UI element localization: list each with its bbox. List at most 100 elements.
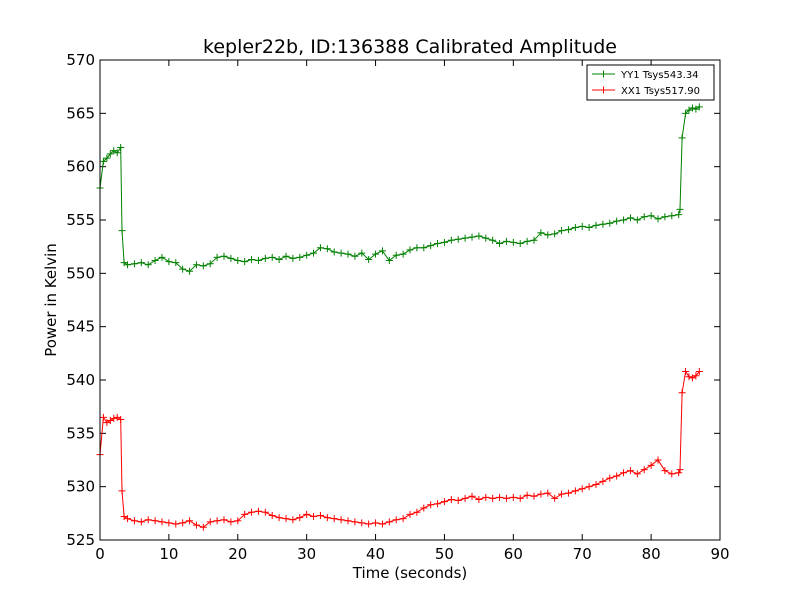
data-point: [640, 466, 648, 474]
data-point: [227, 518, 235, 526]
data-point: [661, 467, 669, 475]
data-point: [275, 514, 283, 522]
data-point: [227, 254, 235, 262]
data-point: [337, 516, 345, 524]
data-point: [613, 472, 621, 480]
data-point: [564, 489, 572, 497]
data-point: [620, 469, 628, 477]
legend-label-yy1: YY1 Tsys543.34: [620, 70, 699, 81]
data-point: [447, 495, 455, 503]
data-point: [592, 221, 600, 229]
data-point: [103, 154, 111, 162]
data-point: [323, 514, 331, 522]
data-point: [199, 523, 207, 531]
data-point: [544, 489, 552, 497]
data-point: [661, 213, 669, 221]
legend-marker-xx1: [600, 86, 607, 94]
data-point: [468, 233, 476, 241]
data-point: [151, 257, 159, 265]
data-point: [606, 219, 614, 227]
chart-title: kepler22b, ID:136388 Calibrated Amplitud…: [203, 36, 617, 58]
data-point: [585, 483, 593, 491]
data-point: [248, 255, 256, 263]
data-point: [558, 490, 566, 498]
data-point: [261, 254, 269, 262]
x-tick-label: 50: [435, 545, 454, 563]
data-point: [475, 232, 483, 240]
data-point: [99, 413, 107, 421]
data-point: [551, 494, 559, 502]
data-point: [482, 234, 490, 242]
data-point: [502, 237, 510, 245]
data-point: [316, 511, 324, 519]
y-tick-label: 530: [66, 478, 95, 496]
data-point: [516, 494, 524, 502]
data-point: [186, 267, 194, 275]
data-point: [372, 519, 380, 527]
data-point: [427, 501, 435, 509]
data-point: [692, 372, 700, 380]
data-point: [676, 205, 684, 213]
data-point: [165, 519, 173, 527]
data-point: [254, 507, 262, 515]
data-point: [117, 143, 125, 151]
data-point: [440, 238, 448, 246]
data-point: [234, 257, 242, 265]
data-point: [592, 481, 600, 489]
data-point: [144, 516, 152, 524]
data-point: [289, 254, 297, 262]
data-point: [323, 245, 331, 253]
data-point: [310, 249, 318, 257]
y-tick-label: 540: [66, 371, 95, 389]
data-point: [110, 414, 118, 422]
data-point: [303, 251, 311, 259]
data-point: [482, 493, 490, 501]
data-point: [130, 517, 138, 525]
y-tick-label: 560: [66, 158, 95, 176]
data-point: [351, 252, 359, 260]
data-point: [179, 519, 187, 527]
data-point: [454, 235, 462, 243]
x-axis-ticks: 0 10 20 30 40 50 60 70 80 90: [95, 60, 730, 563]
data-point: [461, 494, 469, 502]
data-point: [330, 515, 338, 523]
data-point: [682, 367, 690, 375]
y-tick-label: 555: [66, 211, 95, 229]
x-tick-label: 10: [159, 545, 178, 563]
data-point: [678, 389, 686, 397]
data-point: [192, 261, 200, 269]
data-point: [489, 494, 497, 502]
y-tick-label: 550: [66, 264, 95, 282]
data-point: [261, 508, 269, 516]
x-tick-label: 80: [642, 545, 661, 563]
series-1: [96, 367, 703, 531]
y-axis-label: Power in Kelvin: [42, 243, 60, 357]
data-point: [523, 237, 531, 245]
data-point: [654, 456, 662, 464]
data-point: [117, 415, 125, 423]
x-axis-label: Time (seconds): [352, 564, 468, 582]
data-point: [496, 493, 504, 501]
data-point: [310, 513, 318, 521]
data-point: [316, 244, 324, 252]
legend-label-xx1: XX1 Tsys517.90: [621, 86, 700, 97]
y-axis-ticks: 525 530 535 540 545 550 555 560 565 570: [66, 51, 720, 549]
plot-frame: [99, 59, 721, 541]
data-point: [688, 104, 696, 112]
x-tick-label: 40: [366, 545, 385, 563]
data-point: [344, 250, 352, 258]
data-point: [626, 467, 634, 475]
data-point: [282, 252, 290, 260]
data-point: [420, 244, 428, 252]
data-point: [365, 520, 373, 528]
data-point: [113, 149, 121, 157]
data-point: [682, 109, 690, 117]
legend-marker-yy1: [600, 70, 607, 78]
data-point: [406, 510, 414, 518]
data-point: [633, 216, 641, 224]
data-point: [447, 236, 455, 244]
data-point: [558, 227, 566, 235]
data-point: [192, 521, 200, 529]
data-point: [213, 253, 221, 261]
data-point: [241, 258, 249, 266]
